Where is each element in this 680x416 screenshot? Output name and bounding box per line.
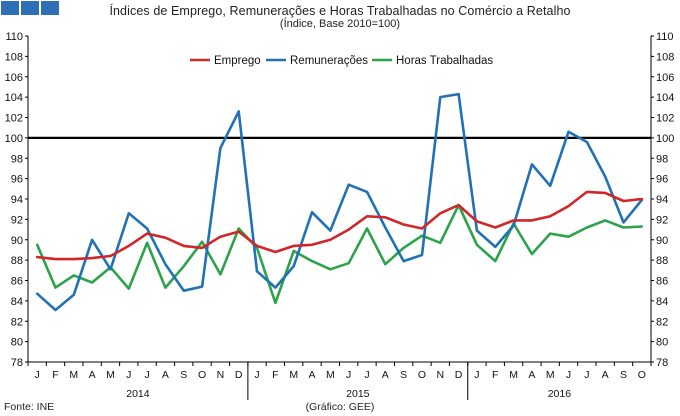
- legend-label-emprego: Emprego: [214, 55, 261, 67]
- x-tick-label: S: [620, 369, 627, 381]
- x-tick-label: J: [346, 369, 351, 381]
- x-tick-label: M: [546, 369, 555, 381]
- y-tick-label-right: 104: [656, 92, 674, 104]
- year-label: 2014: [126, 388, 150, 400]
- y-tick-label-right: 102: [656, 113, 674, 125]
- x-tick-label: A: [382, 369, 389, 381]
- chart-title: Índices de Emprego, Remunerações e Horas…: [109, 4, 571, 18]
- y-tick-label-left: 100: [5, 133, 23, 145]
- x-tick-label: F: [52, 369, 58, 381]
- chart-subtitle: (Índice, Base 2010=100): [279, 18, 401, 30]
- y-tick-label-left: 96: [11, 174, 23, 186]
- x-tick-label: M: [509, 369, 518, 381]
- x-tick-label: J: [144, 369, 149, 381]
- year-label: 2015: [346, 388, 370, 400]
- x-tick-label: A: [162, 369, 169, 381]
- x-tick-label: D: [235, 369, 243, 381]
- y-tick-label-right: 106: [656, 72, 674, 84]
- x-tick-label: A: [528, 369, 535, 381]
- x-tick-label: J: [584, 369, 589, 381]
- x-tick-label: M: [289, 369, 298, 381]
- y-tick-label-right: 94: [656, 194, 668, 206]
- series-line-remuneracoes: [35, 92, 644, 312]
- x-tick-label: O: [418, 369, 426, 381]
- axes-layer: 78 78 80 80 82 82 84 84 86 86 88 88 90 90 92 92 94 94 96 96…: [5, 31, 674, 400]
- y-tick-label-right: 108: [656, 51, 674, 63]
- x-tick-label: F: [272, 369, 278, 381]
- y-tick-label-left: 80: [11, 337, 23, 349]
- y-tick-label-left: 92: [11, 214, 23, 226]
- legend-label-remuneracoes: Remunerações: [290, 55, 368, 67]
- x-tick-label: S: [400, 369, 407, 381]
- y-tick-label-left: 102: [5, 113, 23, 125]
- credit-note: (Gráfico: GEE): [305, 401, 375, 413]
- legend: Emprego Remunerações Horas Trabalhadas: [190, 55, 493, 67]
- y-tick-label-right: 100: [656, 133, 674, 145]
- x-tick-label: J: [364, 369, 369, 381]
- y-tick-label-right: 110: [656, 31, 674, 43]
- x-tick-label: J: [35, 369, 40, 381]
- logo-square-3: [41, 1, 59, 15]
- x-tick-label: S: [180, 369, 187, 381]
- y-tick-label-right: 84: [656, 296, 668, 308]
- y-tick-label-left: 110: [5, 31, 23, 43]
- y-tick-label-left: 94: [11, 194, 23, 206]
- y-tick-label-right: 78: [656, 357, 668, 369]
- y-tick-label-right: 96: [656, 174, 668, 186]
- x-tick-label: A: [602, 369, 609, 381]
- x-tick-label: O: [198, 369, 206, 381]
- y-tick-label-right: 98: [656, 153, 668, 165]
- logo-square-2: [21, 1, 39, 15]
- series-line-emprego: [35, 190, 644, 261]
- x-tick-label: N: [436, 369, 444, 381]
- x-tick-label: J: [126, 369, 131, 381]
- x-tick-label: M: [69, 369, 78, 381]
- x-tick-label: M: [326, 369, 335, 381]
- y-tick-label-left: 84: [11, 296, 23, 308]
- x-tick-label: D: [455, 369, 463, 381]
- y-tick-label-left: 104: [5, 92, 23, 104]
- y-tick-label-right: 90: [656, 235, 668, 247]
- y-tick-label-left: 86: [11, 276, 23, 288]
- series-line-horas: [35, 203, 644, 305]
- x-tick-label: M: [106, 369, 115, 381]
- y-tick-label-right: 86: [656, 276, 668, 288]
- x-tick-label: J: [254, 369, 259, 381]
- y-tick-label-left: 108: [5, 51, 23, 63]
- y-tick-label-right: 82: [656, 316, 668, 328]
- x-tick-label: O: [638, 369, 646, 381]
- y-tick-label-left: 88: [11, 255, 23, 267]
- y-tick-label-left: 90: [11, 235, 23, 247]
- x-tick-label: J: [566, 369, 571, 381]
- x-tick-label: N: [217, 369, 225, 381]
- logo-square-1: [1, 1, 19, 15]
- y-tick-label-left: 78: [11, 357, 23, 369]
- x-tick-label: F: [492, 369, 498, 381]
- y-tick-label-left: 98: [11, 153, 23, 165]
- y-tick-label-right: 80: [656, 337, 668, 349]
- y-tick-label-right: 92: [656, 214, 668, 226]
- x-tick-label: J: [474, 369, 479, 381]
- x-tick-label: A: [309, 369, 316, 381]
- y-tick-label-left: 106: [5, 72, 23, 84]
- year-label: 2016: [548, 388, 572, 400]
- source-note: Fonte: INE: [4, 401, 55, 413]
- y-tick-label-right: 88: [656, 255, 668, 267]
- legend-label-horas: Horas Trabalhadas: [396, 55, 493, 67]
- x-tick-label: A: [89, 369, 96, 381]
- series-layer: [35, 92, 644, 312]
- y-tick-label-left: 82: [11, 316, 23, 328]
